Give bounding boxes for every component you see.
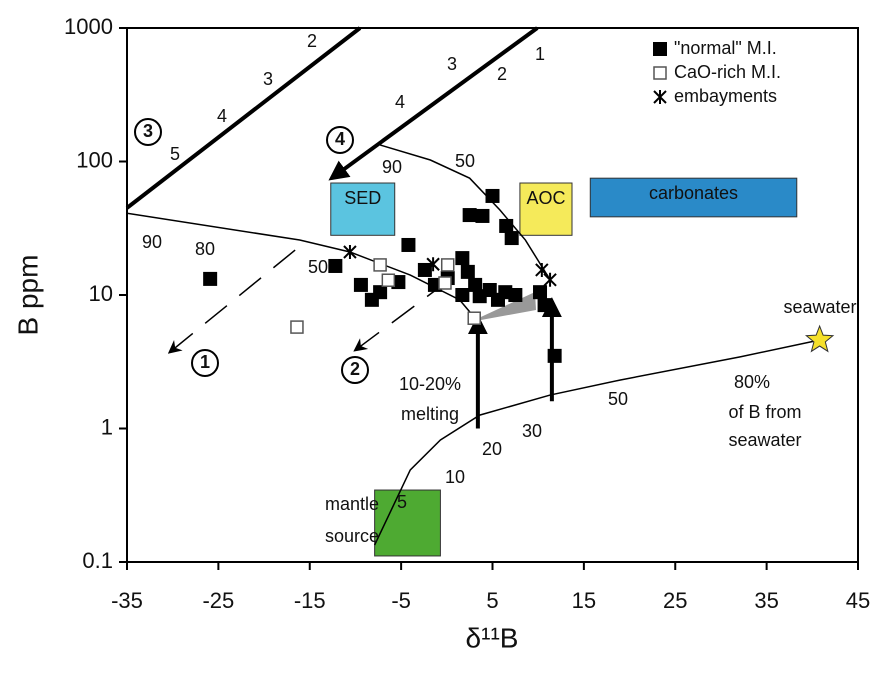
point: [373, 258, 387, 272]
annotation: 20: [482, 439, 502, 459]
curve: [379, 144, 551, 281]
point: [290, 320, 304, 334]
annotation: 1: [535, 44, 545, 64]
x-axis-label: δ¹¹B: [466, 622, 519, 653]
y-axis-label: B ppm: [12, 255, 43, 336]
x-tick-label: 5: [486, 588, 498, 613]
annotation: 5: [397, 492, 407, 512]
region-label: carbonates: [649, 183, 738, 203]
curve: [167, 249, 296, 354]
point: [438, 276, 452, 290]
legend-marker: [653, 42, 667, 56]
point: [499, 218, 514, 233]
x-tick-label: 25: [663, 588, 687, 613]
curve: [125, 26, 362, 210]
point: [533, 285, 548, 300]
annotation: 10-20%: [399, 374, 461, 394]
curve: [328, 26, 539, 181]
point: [475, 208, 490, 223]
point: [203, 271, 218, 286]
y-tick-label: 100: [76, 147, 113, 172]
point: [426, 257, 440, 272]
annotation: 50: [308, 257, 328, 277]
annotation: 90: [142, 232, 162, 252]
point: [485, 188, 500, 203]
annotation: 2: [497, 64, 507, 84]
point: [462, 208, 477, 223]
annotation-circle: [191, 349, 219, 377]
annotation: 3: [263, 69, 273, 89]
x-tick-label: -15: [294, 588, 326, 613]
point: [373, 285, 388, 300]
point: [455, 288, 470, 302]
annotation: 1: [200, 352, 210, 372]
x-tick-label: -25: [202, 588, 234, 613]
legend-label: "normal" M.I.: [674, 38, 777, 58]
x-tick-label: -35: [111, 588, 143, 613]
point: [455, 251, 470, 266]
x-tick-label: 15: [572, 588, 596, 613]
annotation: 80%: [734, 372, 770, 392]
annotation: melting: [401, 404, 459, 424]
y-tick-label: 1000: [64, 14, 113, 39]
point: [468, 277, 483, 292]
y-tick-label: 1: [101, 414, 113, 439]
y-tick-label: 0.1: [82, 548, 113, 573]
point: [353, 277, 368, 292]
legend-label: CaO-rich M.I.: [674, 62, 781, 82]
annotation: source: [325, 526, 379, 546]
annotation: mantle: [325, 494, 379, 514]
annotation: seawater: [728, 430, 801, 450]
annotation: 4: [335, 129, 345, 149]
annotation: seawater: [783, 297, 856, 317]
point: [508, 288, 523, 302]
region-label: AOC: [526, 188, 565, 208]
annotation: 5: [170, 144, 180, 164]
annotation-circle: [326, 126, 354, 154]
x-tick-label: 45: [846, 588, 870, 613]
region: [330, 182, 396, 236]
seawater-star: [804, 324, 835, 353]
legend-marker: [653, 66, 667, 80]
annotation: 90: [382, 157, 402, 177]
annotation: 80: [195, 239, 215, 259]
point: [381, 273, 396, 287]
y-tick-label: 10: [89, 281, 113, 306]
annotation: 3: [447, 54, 457, 74]
point: [543, 272, 557, 287]
region-label: SED: [344, 188, 381, 208]
point: [467, 311, 481, 325]
annotation: 50: [608, 389, 628, 409]
point: [535, 262, 549, 277]
region: [519, 182, 573, 236]
point: [328, 258, 343, 273]
annotation: 2: [350, 359, 360, 379]
annotation: 10: [445, 467, 465, 487]
point: [537, 298, 552, 313]
annotation: of B from: [728, 402, 801, 422]
point: [417, 262, 432, 277]
annotation: 4: [217, 106, 227, 126]
point: [460, 264, 475, 279]
annotation: 3: [143, 121, 153, 141]
annotation-circle: [134, 118, 162, 146]
point: [504, 231, 519, 246]
annotation: 30: [522, 421, 542, 441]
region: [589, 177, 798, 218]
point: [343, 244, 357, 259]
legend-label: embayments: [674, 86, 777, 106]
annotation: 50: [455, 151, 475, 171]
annotation: 2: [307, 31, 317, 51]
point: [440, 258, 455, 272]
x-tick-label: 35: [754, 588, 778, 613]
x-tick-label: -5: [391, 588, 411, 613]
point: [547, 348, 562, 363]
annotation: 4: [395, 92, 405, 112]
legend-marker: [653, 90, 667, 104]
curve: [373, 339, 820, 546]
annotation-circle: [341, 356, 369, 384]
point: [401, 237, 416, 252]
